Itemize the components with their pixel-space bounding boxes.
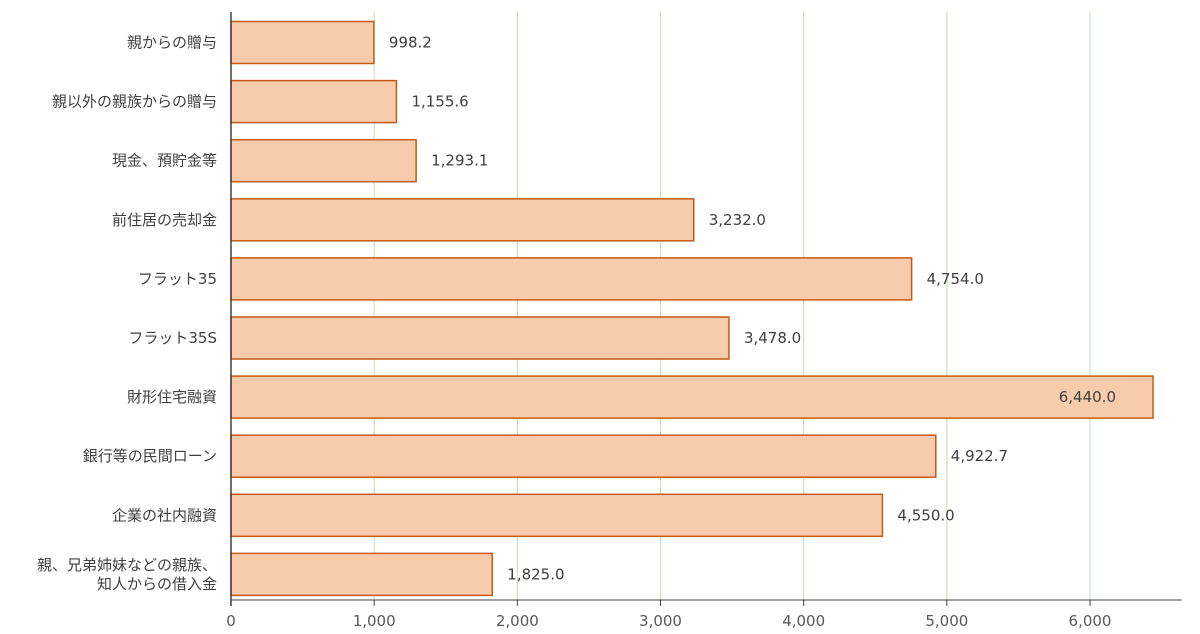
labels: 0 1,000 2,000 3,000 4,000 5,000 6,000 998.2 親からの… (37, 34, 1116, 631)
category-label: 知人からの借入金 (97, 575, 217, 593)
bar (230, 316, 730, 360)
data-label: 4,922.7 (951, 447, 1008, 465)
category-label: 前住居の売却金 (112, 211, 217, 229)
axes (230, 12, 1182, 606)
bar (230, 434, 937, 478)
x-tick-label: 3,000 (639, 612, 682, 630)
category-label: 現金、預貯金等 (112, 152, 217, 170)
data-label: 1,825.0 (507, 565, 564, 583)
data-label: 6,440.0 (1059, 388, 1116, 406)
x-tick-label: 6,000 (1069, 612, 1112, 630)
category-label: 財形住宅融資 (127, 388, 217, 406)
bars (230, 20, 1154, 597)
x-tick-label: 0 (226, 612, 236, 630)
category-label: 親、兄弟姉妹などの親族、 (37, 556, 217, 574)
category-label: 親からの贈与 (127, 34, 217, 52)
bar (230, 20, 375, 65)
bar (230, 375, 1154, 419)
data-label: 998.2 (389, 34, 432, 52)
bar (230, 257, 913, 301)
category-label: 親以外の親族からの贈与 (52, 93, 217, 111)
category-label: フラット35 (138, 270, 217, 288)
data-label: 1,293.1 (431, 152, 488, 170)
category-label: 企業の社内融資 (112, 506, 217, 524)
bar (230, 79, 398, 124)
x-tick-label: 2,000 (496, 612, 539, 630)
data-label: 4,550.0 (897, 506, 954, 524)
x-tick-label: 5,000 (925, 612, 968, 630)
category-label: 銀行等の民間ローン (83, 447, 217, 465)
data-label: 3,232.0 (709, 211, 766, 229)
bar (230, 198, 695, 242)
bar (230, 138, 417, 183)
category-label: フラット35S (128, 329, 217, 347)
x-tick-label: 4,000 (782, 612, 825, 630)
bar (230, 552, 494, 597)
data-label: 4,754.0 (927, 270, 984, 288)
data-label: 1,155.6 (411, 93, 468, 111)
bar (230, 493, 884, 538)
data-label: 3,478.0 (744, 329, 801, 347)
x-tick-label: 1,000 (353, 612, 396, 630)
